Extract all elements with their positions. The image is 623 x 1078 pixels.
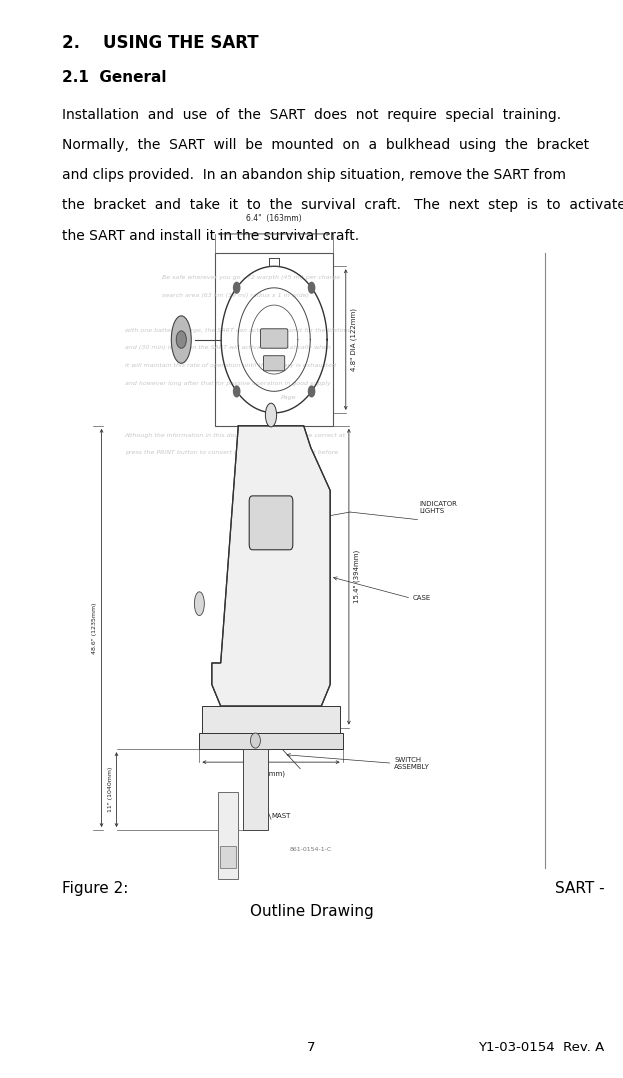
Bar	[202, 706, 340, 733]
Text: the SART and install it in the survival craft.: the SART and install it in the survival …	[62, 229, 359, 243]
Circle shape	[234, 386, 240, 397]
FancyBboxPatch shape	[264, 356, 285, 371]
Text: (63mm): (63mm)	[257, 771, 285, 777]
Text: the  bracket  and  take  it  to  the  survival  craft.   The  next  step  is  to: the bracket and take it to the survival …	[62, 198, 623, 212]
Circle shape	[308, 386, 315, 397]
Bar	[215, 253, 333, 426]
Circle shape	[308, 282, 315, 293]
Text: Normally,  the  SART  will  be  mounted  on  a  bulkhead  using  the  bracket: Normally, the SART will be mounted on a …	[62, 138, 589, 152]
Text: it will maintain this rate of operation until the battery is exhausted: it will maintain this rate of operation …	[125, 363, 336, 369]
Bar	[199, 733, 343, 749]
Text: 2.    USING THE SART: 2. USING THE SART	[62, 34, 259, 53]
Text: with one battery charge, the SART can actively transmit for the lifetime: with one battery charge, the SART can ac…	[125, 328, 351, 333]
Polygon shape	[212, 426, 330, 706]
Bar	[243, 749, 268, 830]
Text: Be safe wherever you go - 72 warpth (45 mi) per charge: Be safe wherever you go - 72 warpth (45 …	[162, 275, 340, 280]
Text: INDICATOR
LIGHTS: INDICATOR LIGHTS	[419, 501, 457, 514]
Text: Figure 2:: Figure 2:	[62, 881, 129, 896]
Text: and (30 min) less than the SART will activate automatically when: and (30 min) less than the SART will act…	[125, 345, 331, 350]
Text: 7: 7	[307, 1041, 316, 1054]
Ellipse shape	[194, 592, 204, 616]
Bar	[220, 846, 236, 868]
Text: 11" (1040mm): 11" (1040mm)	[108, 766, 113, 813]
Text: Outline Drawing: Outline Drawing	[250, 904, 373, 920]
Bar	[218, 792, 238, 879]
Text: 4.8" DIA (122mm): 4.8" DIA (122mm)	[351, 308, 357, 371]
Ellipse shape	[265, 403, 277, 427]
Text: 15.4" (394mm): 15.4" (394mm)	[354, 550, 360, 604]
Text: search area (63 km (39 mi) radius x 1 m wide): search area (63 km (39 mi) radius x 1 m …	[162, 293, 309, 299]
Ellipse shape	[250, 733, 260, 748]
Text: and clips provided.  In an abandon ship situation, remove the SART from: and clips provided. In an abandon ship s…	[62, 168, 566, 182]
Text: Although the information in this document is believed to be correct at: Although the information in this documen…	[125, 433, 346, 439]
Text: SART -: SART -	[554, 881, 604, 896]
Text: MAST: MAST	[271, 813, 290, 819]
Circle shape	[176, 331, 186, 348]
Text: 2.1  General: 2.1 General	[62, 70, 167, 85]
Text: CASE: CASE	[413, 595, 431, 602]
Text: Y1-03-0154  Rev. A: Y1-03-0154 Rev. A	[478, 1041, 604, 1054]
Text: and however long after that for passive operation in good supply: and however long after that for passive …	[125, 381, 330, 386]
Text: press the PRINT button to convert it to PDF (Acrobat) format before: press the PRINT button to convert it to …	[125, 450, 338, 455]
Text: 48.6" (1235mm): 48.6" (1235mm)	[92, 603, 97, 653]
Text: SWITCH
ASSEMBLY: SWITCH ASSEMBLY	[394, 757, 430, 770]
Text: 861-0154-1-C: 861-0154-1-C	[290, 846, 332, 852]
FancyBboxPatch shape	[249, 496, 293, 550]
Text: Installation  and  use  of  the  SART  does  not  require  special  training.: Installation and use of the SART does no…	[62, 108, 561, 122]
Text: Page: Page	[280, 395, 296, 400]
FancyBboxPatch shape	[260, 329, 288, 348]
Circle shape	[234, 282, 240, 293]
Ellipse shape	[171, 316, 191, 363]
Text: 6.4"  (163mm): 6.4" (163mm)	[246, 215, 302, 223]
